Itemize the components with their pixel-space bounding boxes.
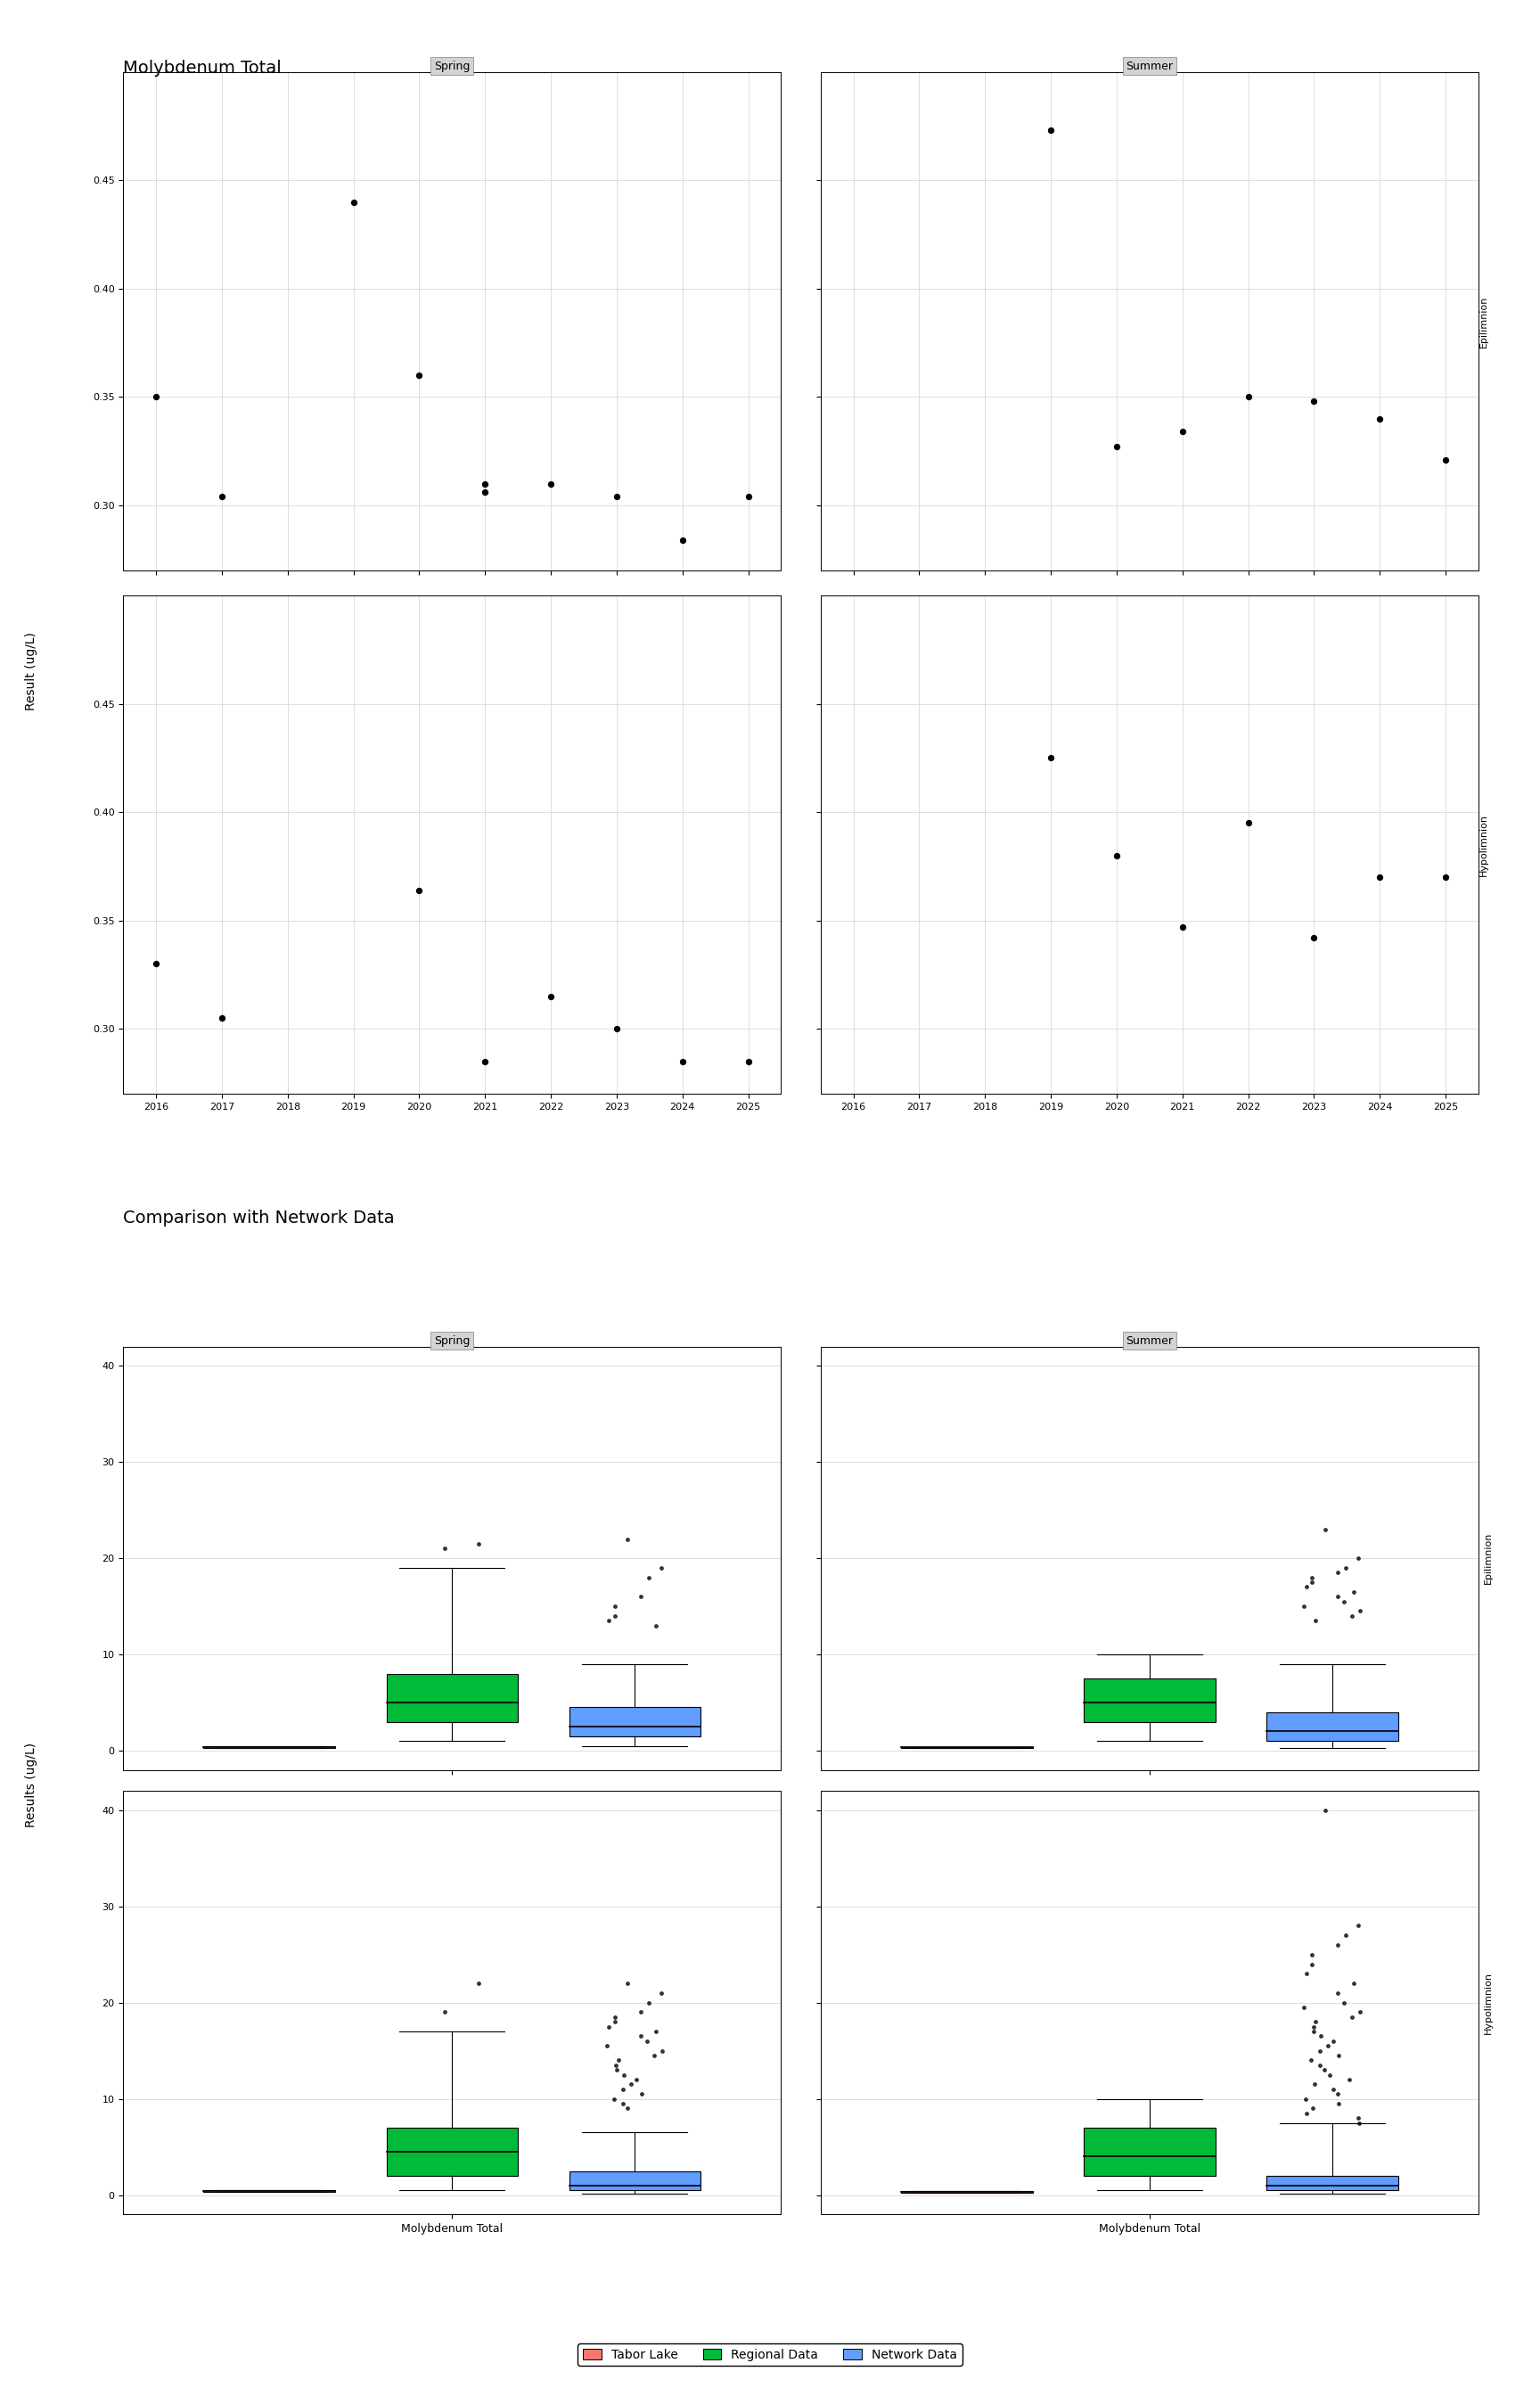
Point <box>1368 400 1392 438</box>
Text: Comparison with Network Data: Comparison with Network Data <box>123 1210 394 1227</box>
Point <box>1301 918 1326 956</box>
Bar <box>1266 1713 1398 1742</box>
Title: Summer: Summer <box>1126 1335 1173 1347</box>
Y-axis label: Hypolimnion: Hypolimnion <box>1483 1972 1492 2034</box>
Point <box>407 357 431 395</box>
Text: Molybdenum Total: Molybdenum Total <box>123 60 282 77</box>
Text: Results (ug/L): Results (ug/L) <box>25 1742 37 1828</box>
Bar <box>387 2128 517 2176</box>
Point <box>209 477 234 515</box>
Point <box>209 999 234 1037</box>
Y-axis label: Epilimnion: Epilimnion <box>1483 1531 1492 1584</box>
Point <box>473 465 497 503</box>
Point <box>143 379 168 417</box>
Point <box>539 978 564 1016</box>
Point <box>670 520 695 558</box>
Point <box>1104 836 1129 875</box>
Y-axis label: Epilimnion: Epilimnion <box>1478 295 1488 347</box>
Title: Summer: Summer <box>1126 60 1173 72</box>
Point <box>407 872 431 910</box>
Point <box>1038 110 1063 149</box>
Point <box>736 1042 761 1081</box>
Point <box>1301 383 1326 422</box>
Point <box>473 474 497 513</box>
Title: Spring: Spring <box>434 60 470 72</box>
Point <box>1235 379 1260 417</box>
Point <box>1038 738 1063 776</box>
Point <box>604 477 628 515</box>
Point <box>736 477 761 515</box>
Y-axis label: Hypolimnion: Hypolimnion <box>1478 815 1488 877</box>
Bar <box>1084 1680 1215 1723</box>
Bar <box>1266 2176 1398 2190</box>
Point <box>1368 858 1392 896</box>
Point <box>1170 908 1195 946</box>
Point <box>539 465 564 503</box>
Bar <box>570 1708 701 1737</box>
Point <box>1170 412 1195 450</box>
Point <box>1434 441 1458 479</box>
Bar <box>570 2171 701 2190</box>
Point <box>342 182 367 220</box>
Point <box>604 1009 628 1047</box>
Point <box>1434 858 1458 896</box>
Bar <box>1084 2128 1215 2176</box>
Title: Spring: Spring <box>434 1335 470 1347</box>
Point <box>143 944 168 982</box>
Point <box>1235 805 1260 843</box>
Point <box>473 1042 497 1081</box>
Point <box>1104 429 1129 467</box>
Point <box>670 1042 695 1081</box>
Bar <box>387 1675 517 1723</box>
Legend: Tabor Lake, Regional Data, Network Data: Tabor Lake, Regional Data, Network Data <box>578 2343 962 2365</box>
Text: Result (ug/L): Result (ug/L) <box>25 633 37 709</box>
